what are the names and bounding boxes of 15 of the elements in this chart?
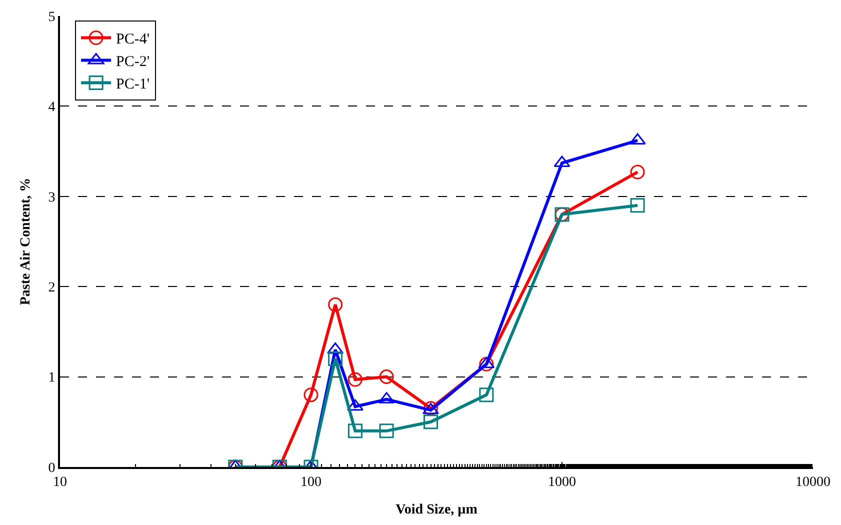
x-tick-label: 100 xyxy=(300,474,322,490)
y-tick-label: 1 xyxy=(48,370,56,386)
x-tick-label: 1000 xyxy=(548,474,576,490)
y-tick-label: 0 xyxy=(48,460,56,476)
y-axis-title: Paste Air Content, % xyxy=(18,178,34,306)
legend-label: PC-1' xyxy=(116,76,150,93)
x-tick-label: 10000 xyxy=(796,474,830,490)
y-tick-label: 4 xyxy=(48,100,56,116)
legend-label: PC-4' xyxy=(116,32,150,48)
y-tick-label: 2 xyxy=(48,280,56,296)
x-axis-title: Void Size, µm xyxy=(396,502,478,518)
y-tick-label: 3 xyxy=(48,190,56,206)
x-tick-label: 10 xyxy=(53,474,67,490)
legend-label: PC-2' xyxy=(116,54,150,70)
y-tick-label: 5 xyxy=(48,10,56,25)
